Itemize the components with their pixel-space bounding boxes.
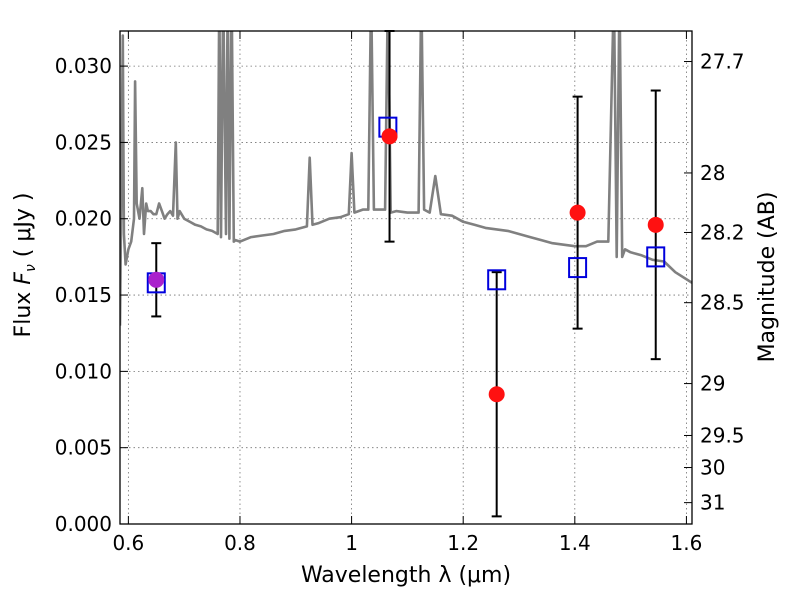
observed-flux-point (381, 128, 398, 145)
right-tick-label: 27.7 (700, 50, 745, 74)
y-tick-label: 0.000 (55, 512, 112, 536)
y-tick-label: 0.015 (55, 283, 112, 307)
plot-frame (119, 30, 693, 525)
y-tick-label: 0.025 (55, 130, 112, 154)
x-tick-label: 0.6 (112, 531, 144, 555)
model-spectrum-line (120, 31, 692, 326)
observed-flux-point (569, 204, 586, 221)
x-tick-label: 0.8 (224, 531, 256, 555)
x-tick-label: 1.6 (671, 531, 703, 555)
right-tick-label: 28 (700, 161, 725, 185)
observed-flux-point (148, 271, 165, 288)
y-axis-title-right: Magnitude (AB) (755, 192, 780, 363)
y-axis-title-left: Flux Fν ( μJy ) (11, 193, 39, 338)
x-tick-label: 1.2 (447, 531, 479, 555)
right-tick-label: 31 (700, 491, 725, 515)
model-photometry-square (646, 246, 666, 268)
observed-flux-point (647, 216, 664, 233)
x-tick-label: 1.4 (559, 531, 591, 555)
tick-layer: 0.6 0.8 1 1.2 1.4 1.6 0.000 0.005 0.010 0.015 0.02… (55, 31, 745, 555)
grid-lines (120, 31, 692, 524)
model-photometry-square (568, 257, 588, 279)
right-tick-label: 28.5 (700, 291, 745, 315)
y-tick-label: 0.005 (55, 436, 112, 460)
model-photometry-square (487, 269, 507, 291)
marker-layer (146, 116, 666, 403)
x-axis-title: Wavelength λ (μm) (301, 563, 511, 588)
x-tick-label: 1 (345, 531, 358, 555)
right-tick-label: 30 (700, 456, 725, 480)
right-tick-label: 29 (700, 372, 725, 396)
y-tick-label: 0.010 (55, 359, 112, 383)
y-tick-label: 0.020 (55, 207, 112, 231)
right-tick-label: 28.2 (700, 220, 745, 244)
right-tick-label: 29.5 (700, 423, 745, 447)
y-tick-label: 0.030 (55, 54, 112, 78)
observed-flux-point (488, 386, 505, 403)
spectrum-layer (120, 31, 692, 326)
